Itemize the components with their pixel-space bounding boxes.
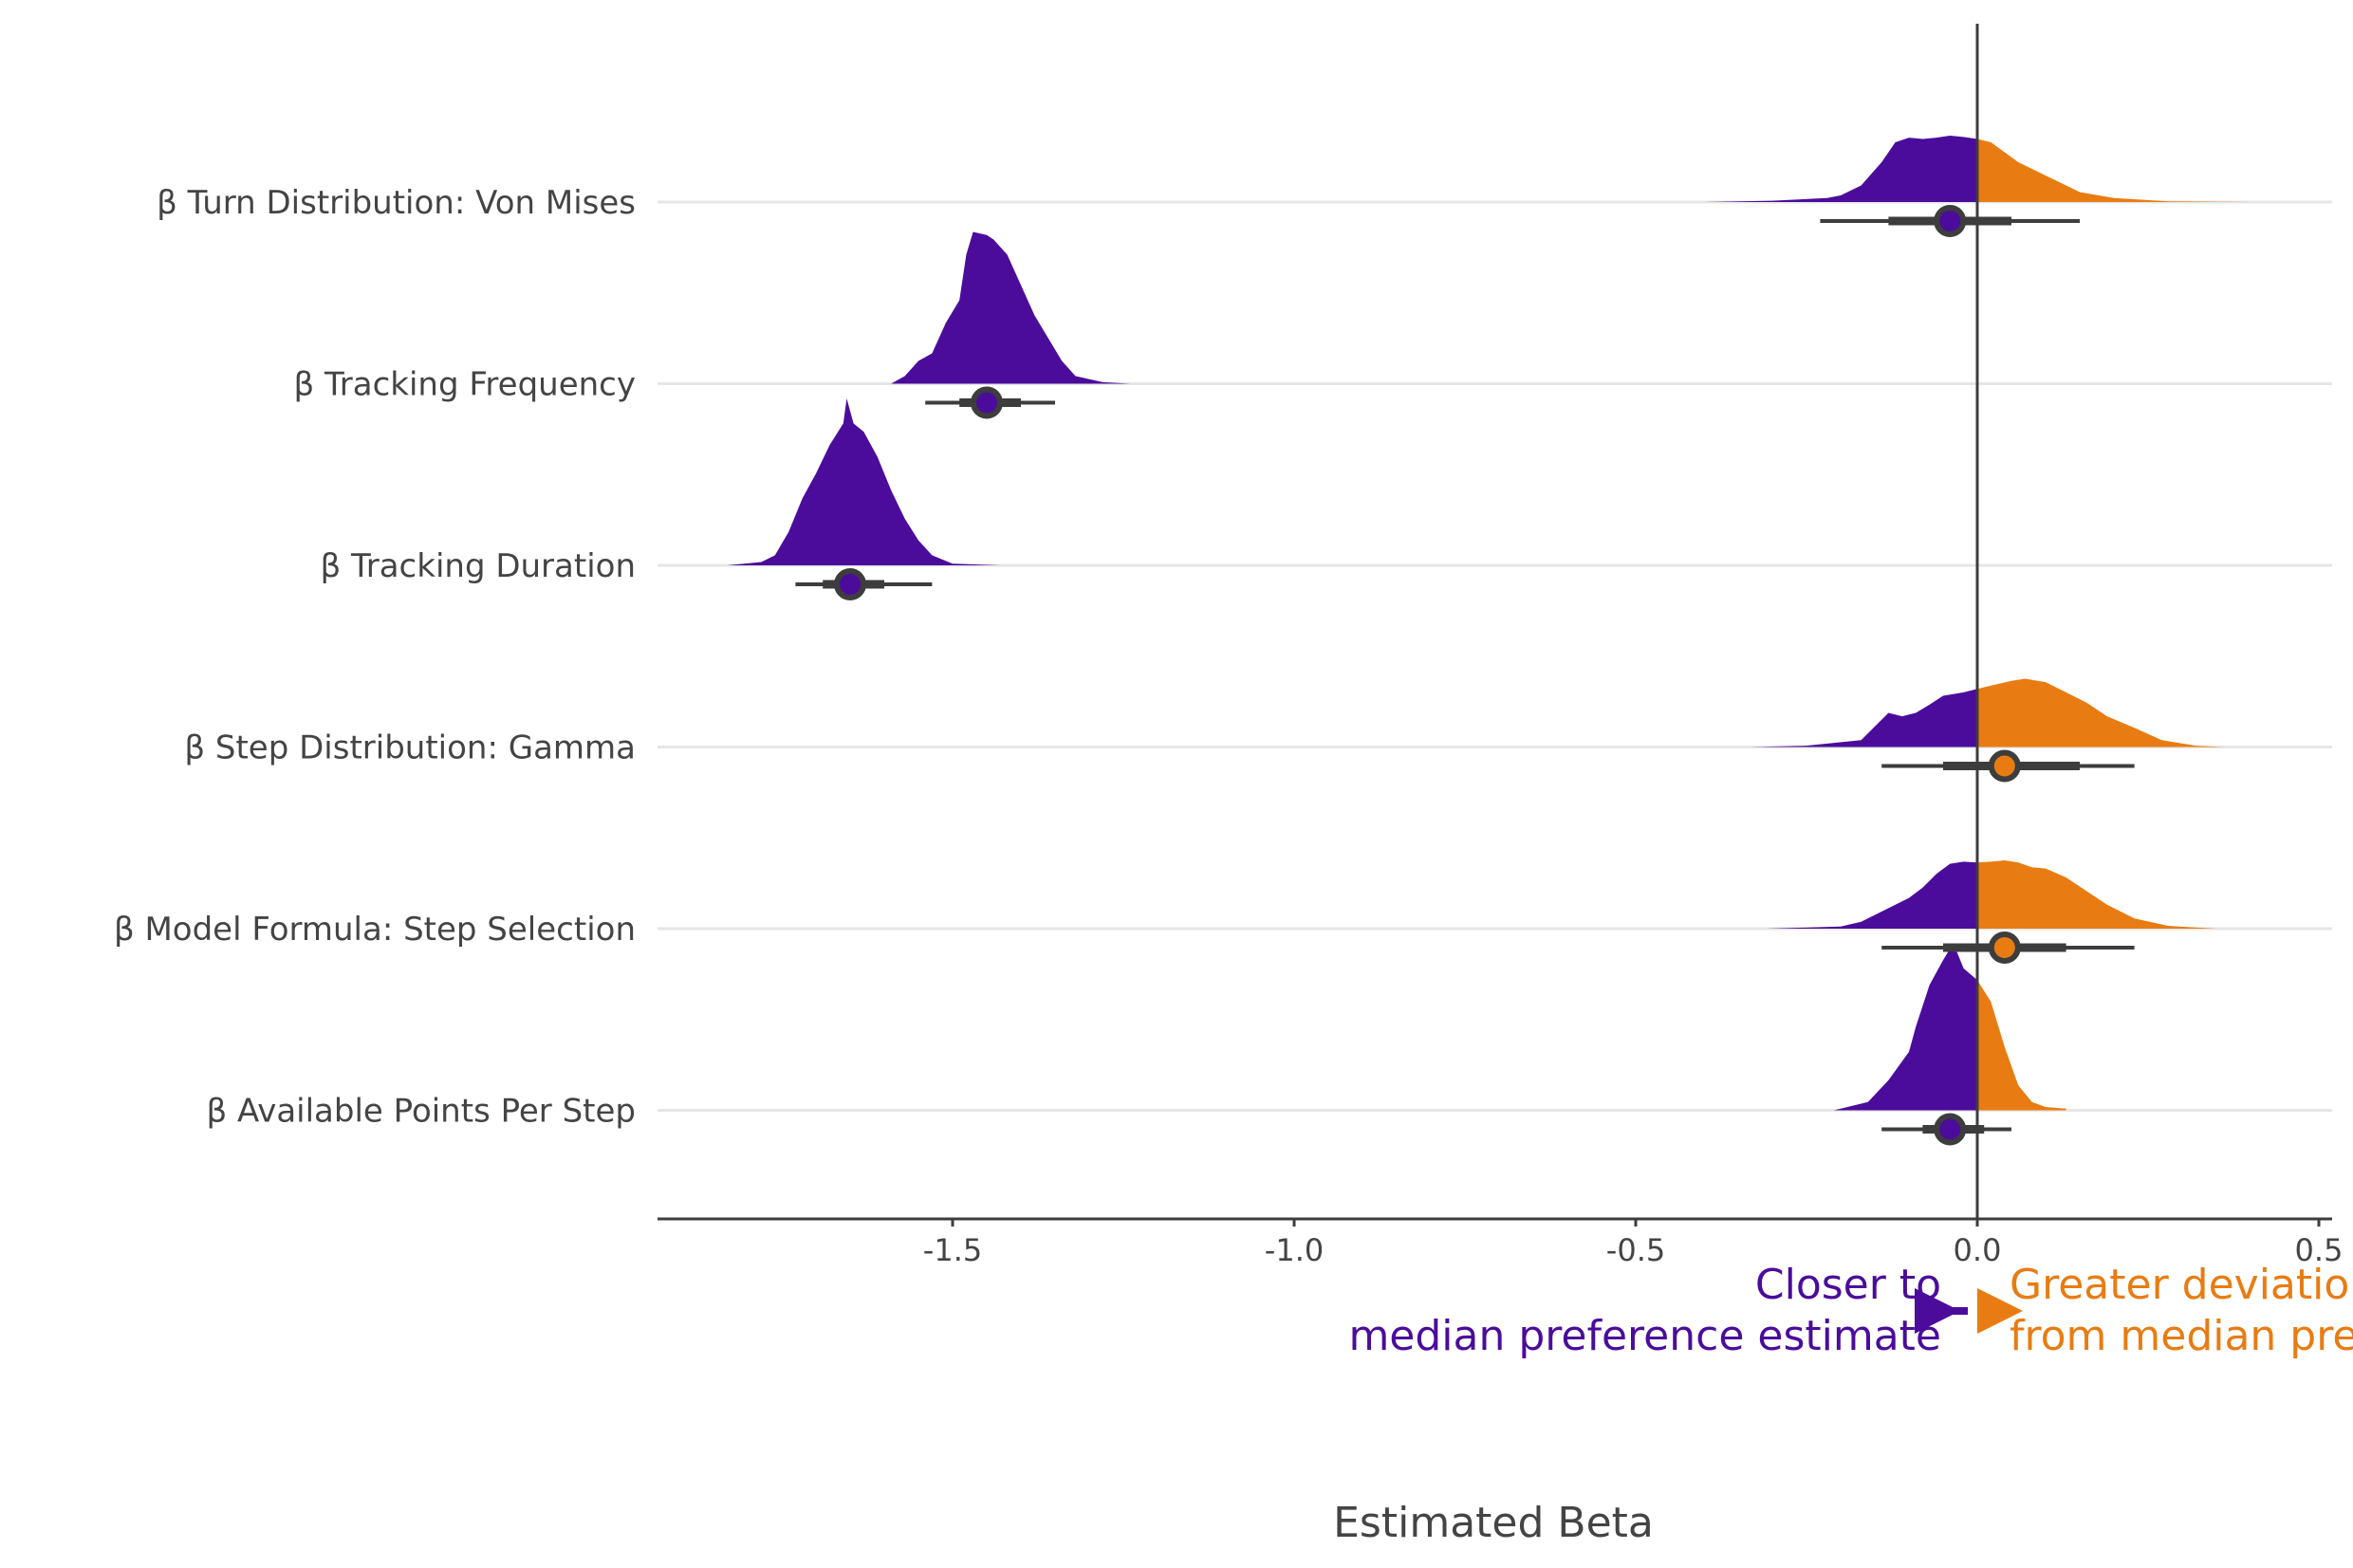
density-below-zero — [1704, 136, 1977, 202]
category-label: β Tracking Frequency — [293, 366, 636, 404]
x-tick-label: -1.5 — [923, 1232, 982, 1268]
gridlines — [658, 200, 2332, 1112]
direction-annotations: Closer to median preference estimate Gre… — [1348, 1261, 2353, 1360]
density-below-zero — [1833, 943, 1977, 1111]
density-below-zero — [727, 398, 1001, 565]
x-tick-label: -1.0 — [1265, 1232, 1324, 1268]
density-ridges — [727, 136, 2251, 1111]
category-label: β Step Distribution: Gamma — [184, 729, 636, 767]
density-above-zero — [1977, 678, 2224, 747]
median-point — [834, 568, 866, 600]
x-tick-label: 0.5 — [2295, 1232, 2344, 1268]
median-point — [1934, 205, 1967, 237]
density-above-zero — [1977, 860, 2216, 929]
category-label: β Tracking Duration — [320, 547, 636, 585]
x-tick-label: -0.5 — [1606, 1232, 1665, 1268]
category-label: β Available Points Per Step — [206, 1093, 636, 1131]
right-annotation-line-1: Greater deviation — [2010, 1261, 2353, 1309]
x-tick-label: 0.0 — [1954, 1232, 2002, 1268]
left-annotation-line-2: median preference estimate — [1348, 1312, 1941, 1360]
density-above-zero — [1977, 138, 2251, 202]
left-annotation-line-1: Closer to — [1755, 1261, 1941, 1309]
right-annotation-line-2: from median preference — [2010, 1312, 2353, 1360]
median-point — [1988, 932, 2021, 964]
x-axis: -1.5 -1.0 -0.5 0.0 0.5 — [658, 1217, 2344, 1268]
density-below-zero — [1765, 861, 1977, 929]
median-point — [1988, 749, 2021, 783]
interval-bars — [795, 205, 2135, 1146]
x-axis-title: Estimated Beta — [1333, 1499, 1654, 1547]
median-point — [1934, 1113, 1967, 1146]
category-labels: β Turn Distribution: Von Mises β Tracking… — [114, 184, 636, 1131]
category-label: β Turn Distribution: Von Mises — [157, 184, 636, 222]
density-above-zero — [1977, 980, 2066, 1111]
density-below-zero — [891, 231, 1131, 384]
density-below-zero — [1751, 689, 1977, 747]
median-point — [971, 386, 1003, 419]
category-label: β Model Formula: Step Selection — [114, 911, 636, 949]
